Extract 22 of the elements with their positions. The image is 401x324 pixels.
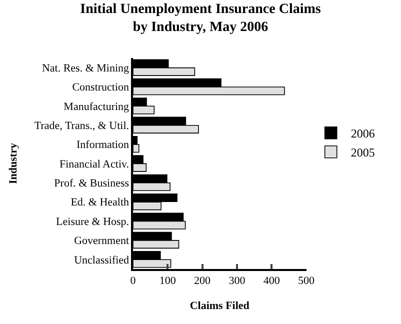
- y-tick-label: Prof. & Business: [54, 178, 130, 190]
- x-tick-label: 300: [228, 275, 246, 288]
- x-tick-label: 200: [194, 275, 212, 288]
- y-tick-label: Financial Activ.: [59, 158, 130, 170]
- y-tick-label: Unclassified: [74, 254, 130, 266]
- y-tick-label: Construction: [72, 82, 130, 94]
- y-tick-label: Trade, Trans., & Util.: [34, 120, 130, 132]
- y-tick-label: Nat. Res. & Mining: [42, 62, 130, 74]
- x-tick-label: 400: [263, 275, 280, 288]
- y-axis-title: Industry: [8, 142, 20, 184]
- legend-label: 2006: [350, 126, 375, 141]
- x-axis-title: Claims Filed: [190, 300, 250, 312]
- y-tick-label: Ed. & Health: [70, 196, 130, 209]
- y-tick-label: Manufacturing: [64, 100, 130, 113]
- y-tick-label: Information: [76, 139, 130, 152]
- y-tick-label: Leisure & Hosp.: [56, 216, 130, 228]
- chart-title: Initial Unemployment Insurance Claims by Industry, May 2006: [80, 2, 322, 36]
- x-tick-label: 500: [298, 275, 316, 288]
- x-tick-label: 100: [159, 275, 176, 288]
- y-tick-label: Government: [74, 235, 130, 248]
- legend-label: 2005: [350, 146, 375, 160]
- x-tick-label: 0: [130, 275, 136, 288]
